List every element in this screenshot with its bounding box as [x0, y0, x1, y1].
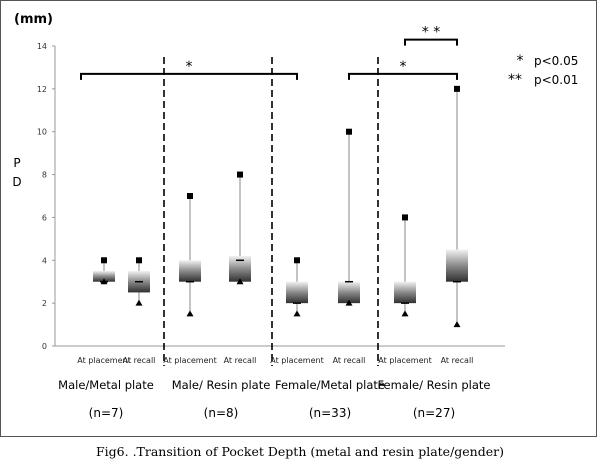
box-body — [338, 281, 360, 304]
min-marker — [186, 310, 194, 317]
legend-text: p<0.05 — [534, 54, 578, 68]
box-3 — [229, 171, 251, 285]
box-body — [394, 281, 416, 304]
y-tick-label: 8 — [42, 171, 47, 180]
legend-symbol: * — [517, 53, 524, 69]
x-tick-label: At recall — [123, 356, 156, 365]
x-tick-label: At placement — [270, 356, 323, 365]
significance-brackets: * * * * — [80, 25, 458, 80]
box-body — [286, 281, 308, 304]
box-4 — [286, 257, 308, 317]
y-unit-label: (mm) — [14, 12, 53, 27]
y-tick-label: 10 — [37, 128, 47, 137]
box-6 — [394, 214, 416, 317]
min-marker — [453, 321, 461, 328]
figure-frame — [0, 0, 597, 437]
group-labels: Male/Metal plate (n=7) Male/ Resin plate (n… — [58, 378, 490, 420]
y-tick-label: 2 — [42, 299, 47, 308]
significance-bracket: * — [348, 59, 458, 80]
box-body — [229, 256, 251, 282]
significance-symbol: * — [400, 59, 407, 75]
group-n: (n=8) — [204, 406, 239, 420]
y-tick-label: 4 — [42, 256, 47, 265]
box-7 — [446, 85, 468, 328]
y-tick-label: 12 — [37, 85, 47, 94]
box-body — [179, 260, 201, 282]
min-marker — [135, 299, 143, 306]
significance-symbol: * * — [422, 25, 440, 41]
group-n: (n=33) — [309, 406, 351, 420]
x-tick-label: At recall — [224, 356, 257, 365]
min-marker — [401, 310, 409, 317]
max-marker — [346, 128, 352, 135]
max-marker — [402, 214, 408, 221]
min-marker — [293, 310, 301, 317]
max-marker — [187, 193, 193, 199]
bracket-line — [404, 38, 458, 46]
x-tick-label: At placement — [378, 356, 431, 365]
significance-legend: * p<0.05 ** p<0.01 — [508, 53, 578, 88]
x-tick-label: At placement — [163, 356, 216, 365]
max-marker — [237, 171, 243, 178]
group-n: (n=27) — [413, 406, 455, 420]
max-marker — [454, 85, 460, 92]
box-1 — [128, 257, 150, 306]
significance-symbol: * — [186, 59, 193, 75]
box-0 — [93, 257, 115, 285]
y-tick-label: 0 — [42, 342, 47, 351]
group-name: Female/Metal plate — [275, 378, 385, 392]
bracket-line — [348, 72, 458, 80]
group-n: (n=7) — [89, 406, 124, 420]
box-5 — [338, 128, 360, 306]
legend-symbol: ** — [508, 72, 522, 88]
max-marker — [136, 257, 142, 264]
x-tick-label: At recall — [333, 356, 366, 365]
box-2 — [179, 193, 201, 317]
group-name: Female/ Resin plate — [378, 378, 491, 392]
box-body — [446, 249, 468, 282]
bracket-line — [80, 72, 298, 80]
significance-bracket: * — [80, 59, 298, 80]
group-separators — [163, 57, 379, 366]
group-name: Male/Metal plate — [58, 378, 154, 392]
x-tick-label: At recall — [441, 356, 474, 365]
min-marker — [100, 278, 108, 285]
boxes — [93, 85, 468, 328]
group-name: Male/ Resin plate — [172, 378, 271, 392]
significance-bracket: * * — [404, 25, 458, 46]
y-tick-label: 14 — [37, 42, 47, 51]
figure-caption: Fig6. .Transition of Pocket Depth (metal… — [96, 444, 504, 459]
y-axis: 0 2 4 6 8 10 12 14 — [37, 42, 505, 351]
min-marker — [236, 278, 244, 285]
max-marker — [294, 257, 300, 264]
y-tick-label: 6 — [42, 213, 47, 222]
box-body — [93, 271, 115, 282]
legend-text: p<0.01 — [534, 73, 578, 87]
x-tick-label: At placement — [77, 356, 130, 365]
min-marker — [345, 299, 353, 306]
max-marker — [101, 257, 107, 264]
